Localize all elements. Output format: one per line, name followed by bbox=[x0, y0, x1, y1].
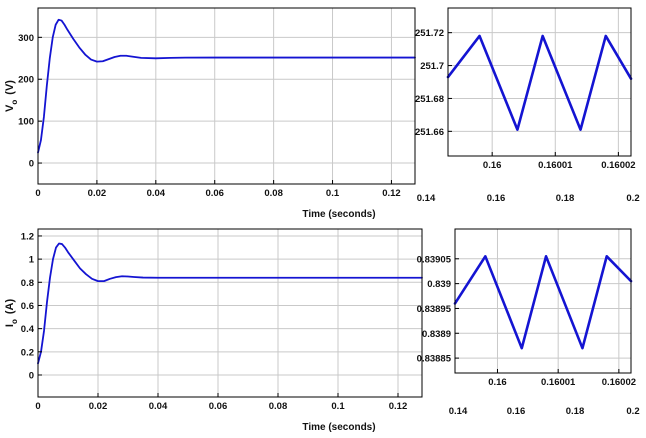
x-tick-label: 0 bbox=[35, 188, 40, 199]
x-tick-label: 0.08 bbox=[264, 188, 283, 199]
x-tick-label: 0.16002 bbox=[601, 160, 635, 171]
top-x-axis-label: Time (seconds) bbox=[302, 209, 375, 220]
x-tick-label: 0.1 bbox=[331, 401, 345, 412]
y-tick-label: 251.66 bbox=[415, 127, 444, 138]
y-tick-label: 251.7 bbox=[420, 61, 444, 72]
y-tick-label: 300 bbox=[18, 33, 34, 44]
y-axis-label: Io (A) bbox=[4, 299, 19, 328]
x-tick-label: 0.16001 bbox=[541, 377, 576, 388]
x-tick-label: 0.16002 bbox=[602, 377, 636, 388]
series-line bbox=[37, 242, 423, 365]
x-tick-label: 0.02 bbox=[89, 401, 108, 412]
y-axis-label-main: I bbox=[4, 324, 16, 327]
x-tick-label: 0.12 bbox=[389, 401, 408, 412]
outer-x-tick: 0.14 bbox=[449, 406, 468, 417]
axes-frame bbox=[37, 7, 416, 185]
series-line bbox=[453, 255, 633, 350]
x-tick-label: 0.04 bbox=[147, 188, 166, 199]
outer-x-tick: 0.14 bbox=[417, 193, 436, 204]
x-tick-label: 0.12 bbox=[382, 188, 401, 199]
plot-area bbox=[38, 229, 422, 397]
x-tick-label: 0.08 bbox=[269, 401, 288, 412]
outer-x-tick: 0.2 bbox=[626, 193, 639, 204]
y-axis-label-unit: (V) bbox=[4, 80, 16, 95]
y-tick-label: 0.83905 bbox=[417, 254, 452, 265]
x-tick-label: 0 bbox=[35, 401, 40, 412]
y-tick-label: 200 bbox=[18, 75, 34, 86]
y-tick-label: 0 bbox=[29, 159, 34, 170]
y-tick-label: 1.2 bbox=[21, 231, 34, 242]
y-tick-label: 0.6 bbox=[21, 301, 34, 312]
y-tick-label: 0.8 bbox=[21, 278, 34, 289]
bottom-x-axis-label: Time (seconds) bbox=[302, 422, 375, 433]
vo-zoom-inset-plot: 0.16 0.16001 0.16002 251.66 251.68 251.7 251.7… bbox=[415, 7, 636, 171]
y-tick-label: 251.68 bbox=[415, 94, 444, 105]
x-tick-label: 0.04 bbox=[149, 401, 168, 412]
x-tick-label: 0.02 bbox=[88, 188, 107, 199]
series-line bbox=[446, 34, 633, 131]
outer-x-tick: 0.18 bbox=[556, 193, 575, 204]
y-axis-label-unit: (A) bbox=[4, 299, 16, 315]
bottom-outer-x-ticks: 0.14 0.16 0.18 0.2 bbox=[449, 406, 640, 417]
outer-x-tick: 0.18 bbox=[566, 406, 585, 417]
y-tick-label: 0.839 bbox=[427, 279, 451, 290]
top-outer-x-ticks: 0.14 0.16 0.18 0.2 bbox=[417, 193, 640, 204]
x-tick-label: 0.06 bbox=[205, 188, 224, 199]
y-tick-label: 1 bbox=[29, 255, 35, 266]
axes-frame bbox=[37, 228, 423, 398]
y-tick-label: 0.2 bbox=[21, 347, 34, 358]
x-tick-label: 0.06 bbox=[209, 401, 228, 412]
x-tick-label: 0.16 bbox=[488, 377, 507, 388]
series-line bbox=[37, 18, 416, 154]
io-main-plot: 0 0.02 0.04 0.06 0.08 0.1 0.12 0 0.2 0.4 0.6 0.8 1 1.… bbox=[4, 228, 423, 412]
x-tick-label: 0.16001 bbox=[538, 160, 573, 171]
outer-x-tick: 0.2 bbox=[626, 406, 639, 417]
y-axis-label-main: V bbox=[4, 104, 16, 112]
y-tick-label: 100 bbox=[18, 117, 34, 128]
y-tick-label: 0.4 bbox=[21, 324, 35, 335]
axes-frame bbox=[447, 7, 632, 157]
y-tick-label: 0 bbox=[29, 370, 34, 381]
y-tick-label: 0.83895 bbox=[417, 304, 452, 315]
y-axis-label-subscript: o bbox=[10, 319, 19, 324]
plot-area bbox=[448, 8, 631, 156]
plot-area bbox=[455, 229, 631, 373]
y-tick-label: 251.72 bbox=[415, 28, 444, 39]
outer-x-tick: 0.16 bbox=[487, 193, 506, 204]
y-axis-label: Vo (V) bbox=[4, 80, 19, 112]
plot-area bbox=[38, 8, 415, 184]
outer-x-tick: 0.16 bbox=[507, 406, 526, 417]
y-tick-label: 0.83885 bbox=[417, 354, 452, 365]
y-axis-label-subscript: o bbox=[10, 100, 19, 105]
io-zoom-inset-plot: 0.16 0.16001 0.16002 0.83885 0.8389 0.83895 0.… bbox=[417, 228, 636, 388]
x-tick-label: 0.1 bbox=[326, 188, 340, 199]
x-tick-label: 0.16 bbox=[483, 160, 502, 171]
vo-main-plot: 0 0.02 0.04 0.06 0.08 0.1 0.12 0 100 200 300 Vo (V) bbox=[4, 7, 416, 199]
axes-frame bbox=[454, 228, 632, 374]
y-tick-label: 0.8389 bbox=[422, 329, 451, 340]
